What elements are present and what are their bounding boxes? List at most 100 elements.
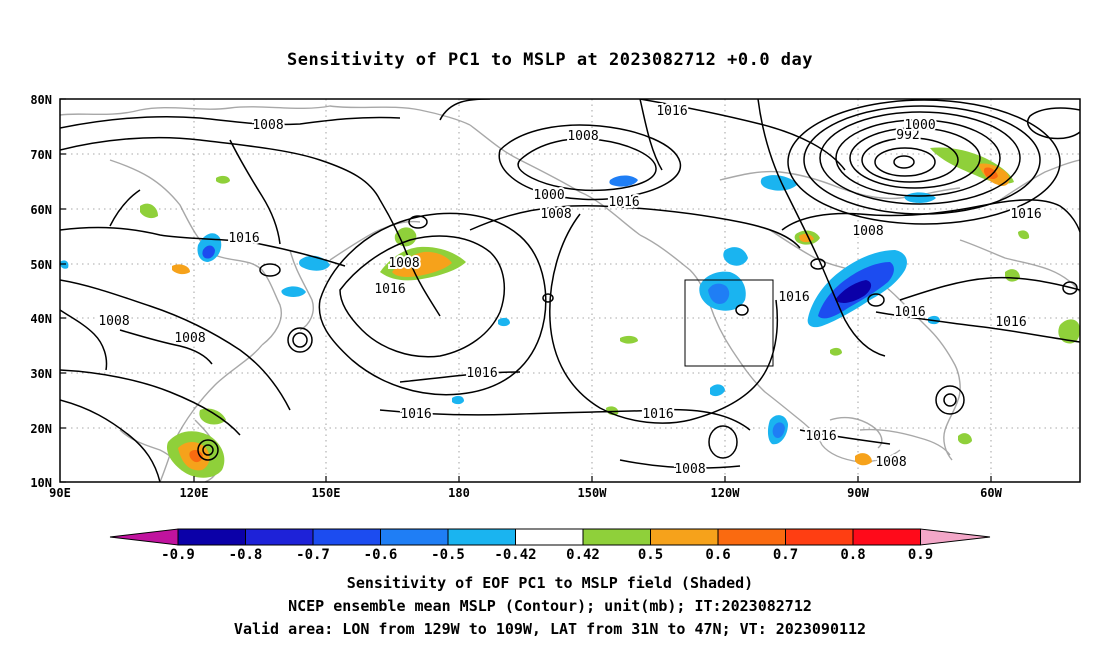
negative-patch	[281, 286, 306, 297]
positive-patch	[958, 433, 972, 445]
colorbar-tick-label: 0.7	[773, 547, 798, 563]
contour-label: 1016	[400, 407, 431, 422]
colorbar-tick-label: -0.6	[364, 547, 398, 563]
positive-patch	[140, 203, 158, 219]
caption-line-1: Sensitivity of EOF PC1 to MSLP field (Sh…	[346, 574, 754, 592]
colorbar-bin	[245, 528, 314, 546]
colorbar-tick-label: -0.7	[296, 547, 330, 563]
lon-label: 90W	[847, 486, 869, 500]
positive-patch	[216, 175, 230, 184]
negative-patch	[498, 317, 510, 327]
positive-patch	[394, 227, 417, 247]
contour-label: 1008	[388, 256, 419, 271]
positive-patch	[855, 453, 872, 466]
contour-label: 1008	[174, 331, 205, 346]
sensitivity-shading	[60, 147, 1080, 478]
colorbar-high-arrow	[920, 528, 991, 546]
contour-label: 1008	[567, 129, 598, 144]
colorbar-tick-label: -0.8	[229, 547, 263, 563]
lat-label: 20N	[30, 422, 52, 436]
graticule	[60, 99, 1080, 482]
negative-patch	[202, 245, 215, 259]
latitude-labels: 80N 70N 60N 50N 40N 30N 20N 10N	[30, 93, 52, 490]
positive-patch	[983, 167, 998, 179]
colorbar-tick-label: 0.6	[705, 547, 730, 563]
lon-label: 180	[448, 486, 470, 500]
contour-label: 1008	[875, 455, 906, 470]
lon-label: 150W	[578, 486, 608, 500]
contour-label: 1000	[533, 188, 564, 203]
contour-label: 1008	[852, 224, 883, 239]
contour-label: 1008	[98, 314, 129, 329]
colorbar: -0.9 -0.8 -0.7 -0.6 -0.5 -0.42 0.42 0.5 0.6 0.7 0.…	[109, 528, 991, 563]
colorbar-bin	[177, 528, 246, 546]
lon-label: 120W	[711, 486, 741, 500]
negative-patch	[772, 422, 785, 438]
lon-label: 120E	[180, 486, 209, 500]
map-figure: 1008 1008 1016 1000 992 1000 1008 1016 1…	[30, 93, 1081, 563]
lat-label: 80N	[30, 93, 52, 107]
colorbar-bin	[312, 528, 381, 546]
contour-labels-extra: 1008	[873, 453, 908, 472]
negative-patch	[723, 247, 748, 266]
colorbar-bin	[717, 528, 786, 546]
colorbar-bin	[380, 528, 449, 546]
lon-label: 90E	[49, 486, 71, 500]
map-title: Sensitivity of PC1 to MSLP at 2023082712…	[286, 50, 813, 70]
contour-label: 1016	[656, 104, 687, 119]
colorbar-bin	[515, 528, 584, 546]
caption-line-2: NCEP ensemble mean MSLP (Contour); unit(…	[288, 597, 812, 615]
map-background	[60, 99, 1080, 482]
lat-label: 10N	[30, 476, 52, 490]
contour-label: 1016	[374, 282, 405, 297]
contour-label: 1016	[466, 366, 497, 381]
negative-patch	[708, 283, 730, 304]
positive-patch	[1018, 230, 1030, 240]
contour-labels: 1008 1008 1016 1000 992 1000 1008 1016 1…	[96, 102, 1043, 479]
contour-label: 1008	[540, 207, 571, 222]
contour-label: 1016	[228, 231, 259, 246]
contour-label: 1008	[252, 118, 283, 133]
contour-label: 1000	[904, 118, 935, 133]
colorbar-tick-label: -0.5	[431, 547, 465, 563]
contour-label: 1016	[805, 429, 836, 444]
colorbar-tick-label: 0.8	[840, 547, 865, 563]
positive-patch	[1058, 319, 1080, 344]
contour-label: 992	[896, 128, 919, 143]
colorbar-tick-label: 0.9	[908, 547, 933, 563]
contour-label: 1008	[674, 462, 705, 477]
lon-label: 60W	[980, 486, 1002, 500]
colorbar-tick-label: 0.42	[566, 547, 600, 563]
colorbar-bin	[650, 528, 719, 546]
contour-label: 1016	[1010, 207, 1041, 222]
lat-label: 40N	[30, 312, 52, 326]
colorbar-low-arrow	[109, 528, 179, 546]
contour-label: 1016	[642, 407, 673, 422]
negative-patch	[835, 280, 872, 303]
lat-label: 50N	[30, 258, 52, 272]
lon-label: 150E	[312, 486, 341, 500]
lat-label: 70N	[30, 148, 52, 162]
contour-label: 1016	[894, 305, 925, 320]
caption-line-3: Valid area: LON from 129W to 109W, LAT f…	[233, 620, 867, 638]
map-frame	[59, 98, 1081, 483]
negative-patch	[710, 384, 725, 397]
valid-area-box	[684, 279, 774, 367]
axis-ticks	[60, 98, 992, 483]
colorbar-tick-label: -0.42	[494, 547, 536, 563]
colorbar-bin	[582, 528, 651, 546]
positive-patch	[392, 251, 452, 277]
lat-label: 30N	[30, 367, 52, 381]
negative-patch	[609, 175, 638, 187]
contour-label: 1016	[778, 290, 809, 305]
mslp-contours	[60, 99, 1080, 482]
negative-patch	[760, 175, 798, 191]
positive-patch	[199, 408, 226, 425]
positive-patch	[172, 264, 190, 275]
longitude-labels: 90E 120E 150E 180 150W 120W 90W 60W	[49, 486, 1002, 500]
colorbar-bin	[447, 528, 516, 546]
negative-patch	[452, 395, 464, 405]
colorbar-tick-label: 0.5	[638, 547, 663, 563]
positive-patch	[620, 335, 638, 344]
contour-label: 1016	[995, 315, 1026, 330]
